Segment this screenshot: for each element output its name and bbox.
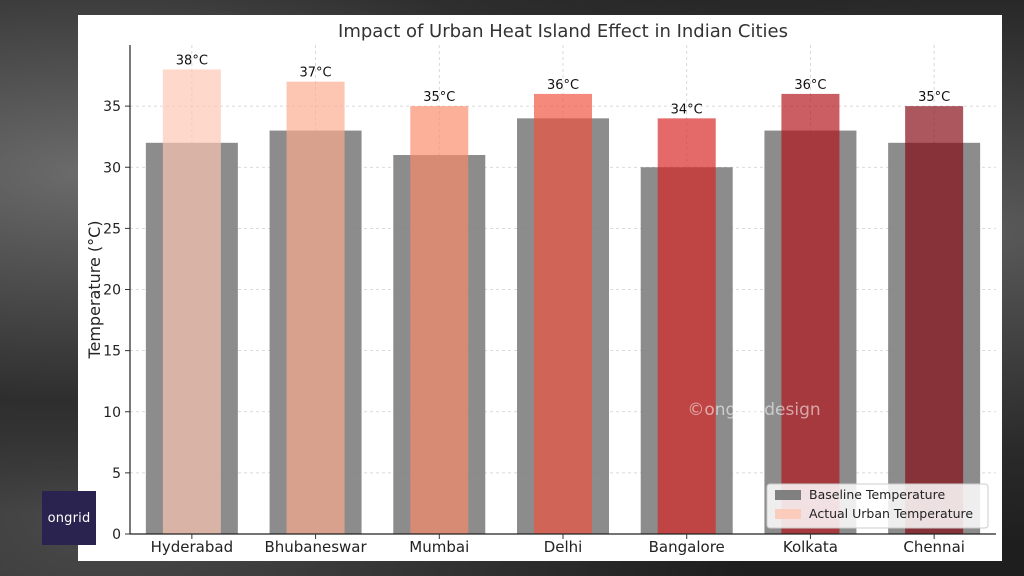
legend-swatch-urban [775, 509, 801, 519]
y-tick-label: 25 [103, 221, 121, 237]
x-tick-label: Mumbai [409, 538, 469, 556]
data-label: 36°C [794, 78, 826, 93]
urban-bar [410, 106, 469, 534]
chart-title: Impact of Urban Heat Island Effect in In… [338, 21, 788, 42]
x-tick-label: Bangalore [649, 538, 725, 556]
y-tick-label: 20 [103, 283, 121, 299]
urban-bar [286, 81, 345, 535]
urban-bar [534, 93, 592, 535]
y-tick-label: 35 [103, 99, 121, 115]
data-label: 37°C [300, 66, 332, 81]
y-tick-label: 30 [103, 160, 121, 176]
legend-box [766, 483, 989, 529]
x-tick-label: Kolkata [783, 538, 838, 556]
data-label: 35°C [423, 90, 455, 105]
y-tick-label: 5 [112, 466, 121, 482]
x-tick-label: Hyderabad [151, 538, 234, 556]
legend-label-baseline: Baseline Temperature [809, 487, 945, 502]
urban-bar [657, 118, 716, 534]
data-label: 38°C [176, 53, 208, 68]
bar-chart: Impact of Urban Heat Island Effect in In… [85, 21, 996, 556]
urban-bar [781, 93, 840, 535]
legend-swatch-baseline [775, 490, 801, 500]
legend-label-urban: Actual Urban Temperature [809, 506, 973, 521]
y-tick-label: 15 [103, 344, 121, 360]
y-axis-label: Temperature (°C) [85, 220, 104, 359]
y-tick-label: 0 [112, 527, 121, 543]
x-tick-label: Chennai [903, 538, 965, 556]
y-tick-label: 10 [103, 405, 121, 421]
watermark-text: ©ongrid.design [687, 400, 820, 420]
data-label: 35°C [918, 90, 950, 105]
urban-bar [162, 69, 221, 534]
x-tick-label: Bhubaneswar [264, 538, 367, 556]
ongrid-logo: ongrid [42, 491, 96, 545]
logo-text: ongrid [47, 510, 91, 526]
urban-bar [905, 106, 964, 534]
data-label: 36°C [547, 78, 579, 93]
chart-panel: Impact of Urban Heat Island Effect in In… [78, 15, 1002, 561]
data-label: 34°C [671, 102, 703, 117]
x-tick-label: Delhi [544, 538, 583, 556]
